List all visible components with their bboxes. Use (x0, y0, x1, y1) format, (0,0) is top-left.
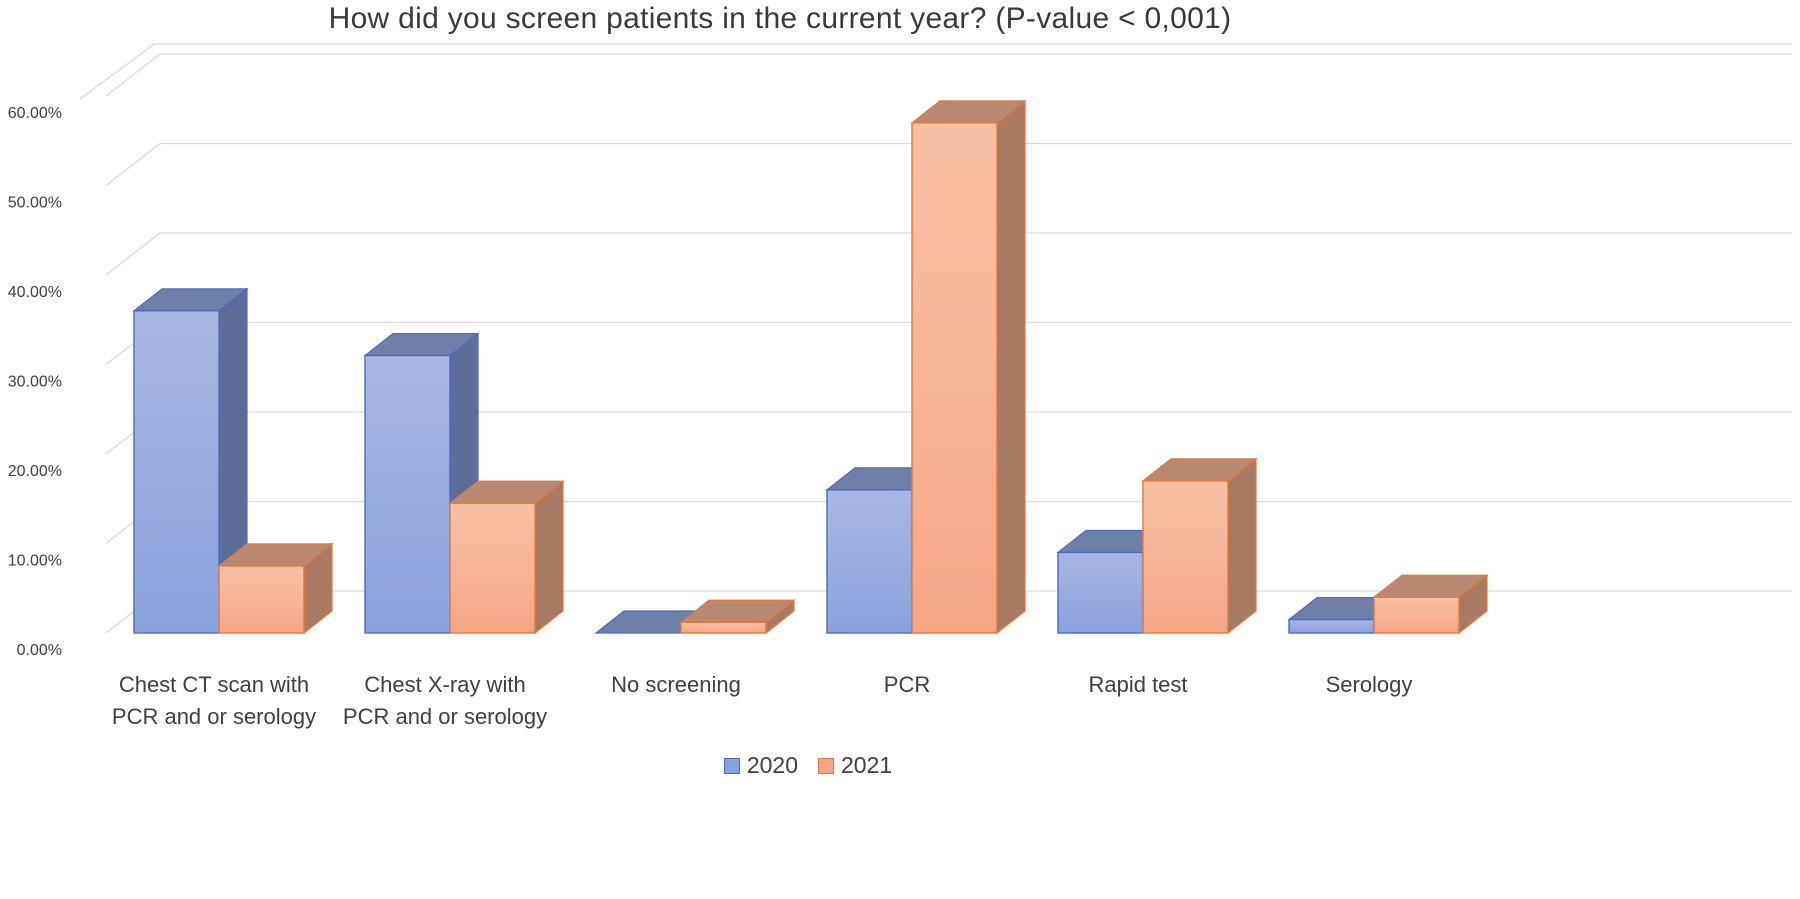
bar-2021-3 (910, 99, 1027, 635)
gridline-diagonal (105, 232, 161, 276)
chart-title: How did you screen patients in the curre… (328, 2, 1232, 35)
bar-front (680, 621, 767, 634)
gridline-diagonal (79, 43, 155, 100)
y-tick-label: 10.00% (8, 553, 62, 570)
legend-label-2020: 2020 (746, 752, 798, 778)
legend-swatch-2021 (818, 757, 834, 774)
x-tick-label: Rapid test (1088, 672, 1187, 697)
x-tick-label: Chest CT scan with (119, 672, 309, 697)
bar-front (364, 354, 451, 634)
gridline-diagonal (105, 143, 161, 186)
bar-front (218, 565, 305, 634)
y-tick-label: 50.00% (8, 195, 62, 212)
bar-2021-4 (1141, 457, 1258, 635)
bar-front (133, 310, 220, 634)
legend-item-2021: 2021 (818, 752, 892, 779)
x-tick-label: PCR and or serology (343, 704, 547, 729)
bar-front (1142, 480, 1229, 634)
bar-2020-0 (132, 287, 249, 635)
y-tick-label: 30.00% (8, 374, 62, 391)
bar-side (996, 99, 1026, 635)
bars: Chest CT scan with PCR and or serology Che… (112, 99, 1489, 729)
bar-front (1057, 551, 1144, 634)
bar-front (449, 502, 536, 634)
x-tick-label: No screening (611, 672, 741, 697)
y-tick-label: 60.00% (8, 105, 62, 122)
gridline-diagonal (105, 53, 161, 97)
x-tick-label: Chest X-ray with (364, 672, 525, 697)
bar-side (1227, 457, 1257, 635)
bar-2021-5 (1372, 573, 1489, 635)
legend-item-2020: 2020 (723, 752, 798, 779)
bar-2021-1 (448, 479, 565, 635)
bar-front (826, 489, 913, 634)
x-tick-label: PCR (884, 672, 930, 697)
legend-swatch-2020 (723, 757, 740, 774)
x-tick-label: Serology (1326, 672, 1413, 697)
bar-front (911, 122, 998, 634)
bar-front (1288, 618, 1375, 634)
x-tick-label: PCR and or serology (112, 704, 316, 729)
bar-front (1373, 596, 1460, 634)
y-tick-label: 20.00% (8, 463, 62, 480)
y-tick-label: 40.00% (8, 284, 62, 301)
bar-2021-2 (679, 599, 796, 635)
bar-side (534, 479, 564, 635)
y-tick-label: 0.00% (17, 642, 62, 659)
legend-label-2021: 2021 (841, 752, 893, 778)
chart-legend: 2020 2021 (0, 752, 1616, 779)
bar-2021-0 (217, 542, 334, 635)
